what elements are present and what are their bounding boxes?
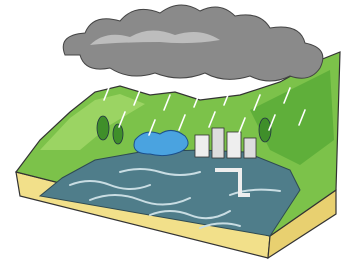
tree: [113, 124, 123, 144]
building: [244, 138, 256, 158]
tree: [97, 116, 109, 140]
page: [0, 0, 351, 260]
flood-patch: [134, 130, 188, 155]
building: [227, 132, 241, 158]
storm-reservoir-illustration: [0, 0, 351, 260]
building: [195, 135, 209, 157]
building: [212, 128, 224, 158]
